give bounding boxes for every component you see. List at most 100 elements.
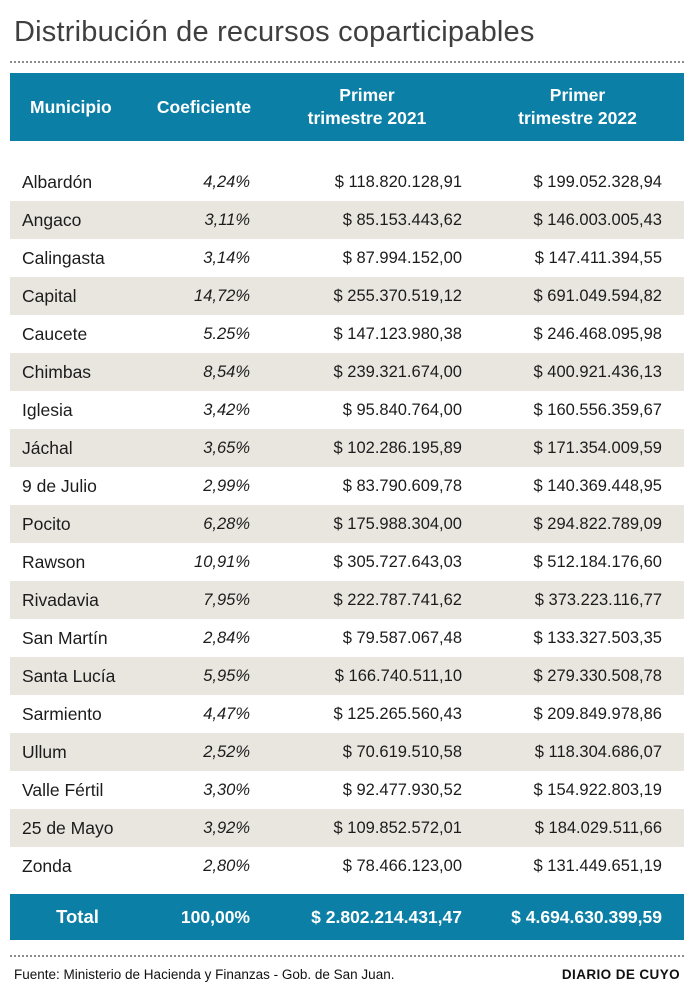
trimestre-2021-cell: $ 83.790.609,78: [342, 476, 462, 495]
trimestre-2021-cell: $ 78.466.123,00: [342, 856, 462, 875]
table-row: Rawson 10,91% $ 305.727.643,03 $ 512.184…: [10, 543, 684, 581]
total-trimestre-2021: $ 2.802.214.431,47: [311, 906, 462, 927]
header-trimestre-2021-line2: trimestre 2021: [307, 108, 427, 128]
header-trimestre-2021: Primer trimestre 2021: [263, 84, 471, 130]
municipio-cell: Angaco: [22, 209, 82, 230]
coeficiente-cell: 2,99%: [203, 476, 250, 495]
coeficiente-cell: 5.25%: [203, 324, 250, 343]
trimestre-2021-cell: $ 118.820.128,91: [334, 172, 462, 191]
total-trimestre-2022: $ 4.694.630.399,59: [511, 906, 662, 927]
table-row: 9 de Julio 2,99% $ 83.790.609,78 $ 140.3…: [10, 467, 684, 505]
table-row: Valle Fértil 3,30% $ 92.477.930,52 $ 154…: [10, 771, 684, 809]
table-row: Rivadavia 7,95% $ 222.787.741,62 $ 373.2…: [10, 581, 684, 619]
municipio-cell: Chimbas: [22, 361, 92, 382]
municipio-cell: Ullum: [22, 741, 67, 762]
trimestre-2022-cell: $ 400.921.436,13: [533, 362, 662, 381]
coeficiente-cell: 2,80%: [203, 856, 250, 875]
table-row: 25 de Mayo 3,92% $ 109.852.572,01 $ 184.…: [10, 809, 684, 847]
bottom-dotted-divider: [10, 955, 684, 957]
trimestre-2022-cell: $ 147.411.394,55: [534, 248, 662, 267]
trimestre-2021-cell: $ 95.840.764,00: [342, 400, 462, 419]
municipio-cell: Rawson: [22, 551, 86, 572]
table-row: Santa Lucía 5,95% $ 166.740.511,10 $ 279…: [10, 657, 684, 695]
trimestre-2022-cell: $ 154.922.803,19: [533, 780, 662, 799]
trimestre-2021-cell: $ 166.740.511,10: [334, 666, 462, 685]
trimestre-2021-cell: $ 175.988.304,00: [333, 514, 462, 533]
header-municipio: Municipio: [30, 96, 112, 117]
municipio-cell: Zonda: [22, 855, 72, 876]
coeficiente-cell: 7,95%: [203, 590, 250, 609]
coeficiente-cell: 2,52%: [203, 742, 250, 761]
trimestre-2021-cell: $ 79.587.067,48: [342, 628, 462, 647]
header-trimestre-2022-line1: Primer: [549, 85, 606, 106]
total-coeficiente: 100,00%: [180, 906, 250, 927]
municipio-cell: Iglesia: [22, 399, 73, 420]
coeficiente-cell: 8,54%: [203, 362, 250, 381]
header-coeficiente: Coeficiente: [156, 96, 252, 117]
table-row: Calingasta 3,14% $ 87.994.152,00 $ 147.4…: [10, 239, 684, 277]
municipio-cell: Pocito: [22, 513, 71, 534]
trimestre-2022-cell: $ 171.354.009,59: [533, 438, 662, 457]
trimestre-2021-cell: $ 239.321.674,00: [333, 362, 462, 381]
total-row: Total 100,00% $ 2.802.214.431,47 $ 4.694…: [10, 894, 684, 940]
municipio-cell: 25 de Mayo: [22, 817, 114, 838]
trimestre-2022-cell: $ 146.003.005,43: [533, 210, 662, 229]
table-row: Pocito 6,28% $ 175.988.304,00 $ 294.822.…: [10, 505, 684, 543]
trimestre-2022-cell: $ 246.468.095,98: [533, 324, 662, 343]
trimestre-2022-cell: $ 133.327.503,35: [533, 628, 662, 647]
municipio-cell: Santa Lucía: [22, 665, 116, 686]
coeficiente-cell: 14,72%: [194, 286, 250, 305]
footer: Fuente: Ministerio de Hacienda y Finanza…: [10, 957, 684, 982]
municipio-cell: Capital: [22, 285, 77, 306]
table-row: Angaco 3,11% $ 85.153.443,62 $ 146.003.0…: [10, 201, 684, 239]
coeficiente-cell: 4,24%: [203, 172, 250, 191]
trimestre-2021-cell: $ 147.123.980,38: [333, 324, 462, 343]
table-row: Albardón 4,24% $ 118.820.128,91 $ 199.05…: [10, 163, 684, 201]
trimestre-2021-cell: $ 125.265.560,43: [333, 704, 462, 723]
table-row: Chimbas 8,54% $ 239.321.674,00 $ 400.921…: [10, 353, 684, 391]
coeficiente-cell: 10,91%: [194, 552, 250, 571]
municipio-cell: 9 de Julio: [22, 475, 97, 496]
trimestre-2021-cell: $ 85.153.443,62: [342, 210, 462, 229]
trimestre-2021-cell: $ 109.852.572,01: [333, 818, 462, 837]
municipio-cell: Albardón: [22, 171, 93, 192]
source-note: Fuente: Ministerio de Hacienda y Finanza…: [14, 967, 395, 982]
municipio-cell: Sarmiento: [22, 703, 102, 724]
trimestre-2022-cell: $ 279.330.508,78: [533, 666, 662, 685]
table-body: Albardón 4,24% $ 118.820.128,91 $ 199.05…: [10, 163, 684, 885]
header-trimestre-2022: Primer trimestre 2022: [471, 84, 684, 130]
coeficiente-cell: 6,28%: [203, 514, 250, 533]
coeficiente-cell: 3,65%: [203, 438, 250, 457]
trimestre-2022-cell: $ 131.449.651,19: [533, 856, 662, 875]
top-dotted-divider: [10, 61, 684, 63]
coeficiente-cell: 2,84%: [203, 628, 250, 647]
table-row: Capital 14,72% $ 255.370.519,12 $ 691.04…: [10, 277, 684, 315]
page-title: Distribución de recursos coparticipables: [14, 16, 535, 48]
table-row: Jáchal 3,65% $ 102.286.195,89 $ 171.354.…: [10, 429, 684, 467]
trimestre-2022-cell: $ 199.052.328,94: [533, 172, 662, 191]
trimestre-2021-cell: $ 92.477.930,52: [342, 780, 462, 799]
municipio-cell: San Martín: [22, 627, 108, 648]
trimestre-2022-cell: $ 160.556.359,67: [533, 400, 662, 419]
table-row: Sarmiento 4,47% $ 125.265.560,43 $ 209.8…: [10, 695, 684, 733]
coeficiente-cell: 3,11%: [204, 210, 250, 229]
coeficiente-cell: 3,14%: [203, 248, 250, 267]
trimestre-2022-cell: $ 373.223.116,77: [534, 590, 662, 609]
coeficiente-cell: 3,92%: [203, 818, 250, 837]
coeficiente-cell: 3,42%: [203, 400, 250, 419]
trimestre-2022-cell: $ 294.822.789,09: [533, 514, 662, 533]
total-label: Total: [56, 906, 99, 927]
trimestre-2022-cell: $ 209.849.978,86: [533, 704, 662, 723]
trimestre-2021-cell: $ 102.286.195,89: [333, 438, 462, 457]
trimestre-2021-cell: $ 255.370.519,12: [333, 286, 462, 305]
trimestre-2022-cell: $ 140.369.448,95: [533, 476, 662, 495]
table-row: San Martín 2,84% $ 79.587.067,48 $ 133.3…: [10, 619, 684, 657]
trimestre-2021-cell: $ 222.787.741,62: [333, 590, 462, 609]
trimestre-2022-cell: $ 691.049.594,82: [533, 286, 662, 305]
header-trimestre-2021-line1: Primer: [339, 85, 395, 106]
municipio-cell: Valle Fértil: [22, 779, 104, 800]
table-row: Iglesia 3,42% $ 95.840.764,00 $ 160.556.…: [10, 391, 684, 429]
table-header: Municipio Coeficiente Primer trimestre 2…: [10, 73, 684, 141]
trimestre-2022-cell: $ 118.304.686,07: [534, 742, 662, 761]
